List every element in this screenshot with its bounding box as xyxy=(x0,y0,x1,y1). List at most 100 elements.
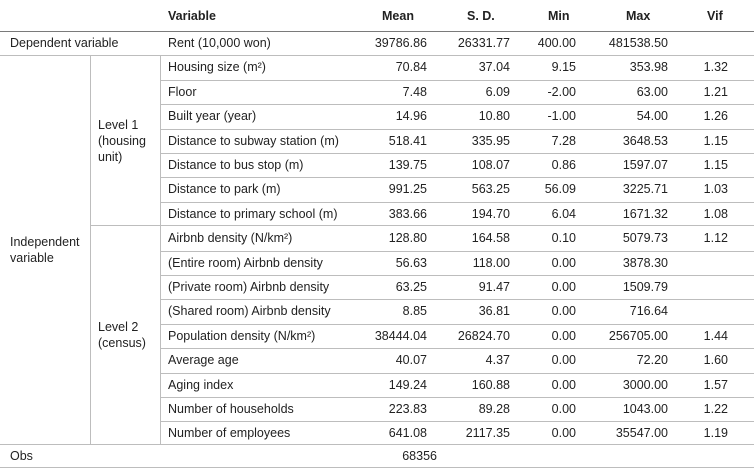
variable-row-vif-cell: 1.21 xyxy=(703,84,728,99)
row-separator xyxy=(160,153,754,154)
variable-row-min-cell: 6.04 xyxy=(551,206,576,221)
variable-row-max-cell: 716.64 xyxy=(629,304,668,319)
variable-row-vif-cell: 1.15 xyxy=(703,133,728,148)
variable-row-max-cell: 3648.53 xyxy=(622,133,668,148)
header-mean: Mean xyxy=(382,9,414,23)
variable-row-min-cell: 9.15 xyxy=(551,60,576,75)
row-separator xyxy=(160,372,754,374)
dependent-row-max-cell: 481538.50 xyxy=(608,36,668,50)
row-separator xyxy=(160,128,754,130)
variable-row-sd-cell: 10.80 xyxy=(478,109,510,124)
variable-row-sd-cell: 335.95 xyxy=(471,133,510,148)
variable-row-max-cell: 353.98 xyxy=(629,60,668,75)
variable-row-sd-cell: 164.58 xyxy=(471,231,510,246)
variable-row-vif-cell: 1.19 xyxy=(703,426,728,441)
row-separator xyxy=(160,299,754,301)
variable-row-name-cell: Distance to subway station (m) xyxy=(168,133,339,148)
variable-row-name-cell: (Entire room) Airbnb density xyxy=(168,255,323,270)
dependent-variable-label: Dependent variable xyxy=(10,36,119,50)
variable-row-sd-cell: 160.88 xyxy=(471,377,510,392)
variable-row-mean-cell: 991.25 xyxy=(388,182,427,197)
row-separator xyxy=(160,421,754,423)
variable-row-name-cell: Average age xyxy=(168,353,239,368)
obs-value: 68356 xyxy=(402,449,437,463)
variable-row-max-cell: 1597.07 xyxy=(622,158,668,172)
row-separator xyxy=(160,250,754,252)
variable-column-divider xyxy=(160,55,161,444)
dependent-row-mean-cell: 39786.86 xyxy=(374,36,427,50)
header-max: Max xyxy=(626,9,651,23)
dependent-row-min-cell: 400.00 xyxy=(537,36,576,50)
variable-row-sd-cell: 194.70 xyxy=(471,206,510,221)
variable-row-mean-cell: 63.25 xyxy=(395,280,427,294)
dependent-row-name-cell: Rent (10,000 won) xyxy=(168,36,271,50)
row-separator xyxy=(160,201,754,203)
obs-label: Obs xyxy=(10,449,33,463)
variable-row-name-cell: Number of households xyxy=(168,402,294,416)
variable-row-vif-cell: 1.15 xyxy=(703,158,728,172)
variable-row-mean-cell: 14.96 xyxy=(395,109,427,124)
row-separator xyxy=(160,275,754,276)
variable-row-min-cell: 0.00 xyxy=(551,304,576,319)
variable-row-min-cell: 0.86 xyxy=(551,158,576,172)
variable-row-mean-cell: 56.63 xyxy=(395,255,427,270)
variable-row-sd-cell: 89.28 xyxy=(478,402,510,416)
variable-row-mean-cell: 139.75 xyxy=(388,158,427,172)
table-bottom-rule xyxy=(0,467,754,468)
variable-row-vif-cell: 1.08 xyxy=(703,206,728,221)
variable-row-sd-cell: 108.07 xyxy=(471,158,510,172)
variable-row-vif-cell: 1.44 xyxy=(703,328,728,343)
variable-row-mean-cell: 38444.04 xyxy=(374,328,427,343)
variable-row-min-cell: 0.00 xyxy=(551,280,576,294)
level1-label: Level 1 (housing unit) xyxy=(98,118,146,164)
variable-row-vif-cell: 1.57 xyxy=(703,377,728,392)
variable-row-name-cell: Number of employees xyxy=(168,426,291,441)
variable-row-max-cell: 1043.00 xyxy=(622,402,668,416)
variable-row-max-cell: 1509.79 xyxy=(622,280,668,294)
variable-row-max-cell: 1671.32 xyxy=(622,206,668,221)
variable-row-min-cell: 56.09 xyxy=(544,182,576,197)
variable-row-vif-cell: 1.22 xyxy=(703,402,728,416)
variable-row-min-cell: 0.00 xyxy=(551,426,576,441)
variable-row-name-cell: Floor xyxy=(168,84,197,99)
row-separator xyxy=(160,323,754,325)
variable-row-name-cell: Housing size (m²) xyxy=(168,60,266,75)
variable-row-sd-cell: 6.09 xyxy=(485,84,510,99)
row-separator xyxy=(160,79,754,81)
variable-row-mean-cell: 40.07 xyxy=(395,353,427,368)
header-rule xyxy=(0,31,754,32)
variable-row-name-cell: Distance to park (m) xyxy=(168,182,281,197)
variable-row-min-cell: 0.00 xyxy=(551,328,576,343)
variable-row-mean-cell: 149.24 xyxy=(388,377,427,392)
header-variable: Variable xyxy=(168,9,216,23)
variable-row-sd-cell: 4.37 xyxy=(485,353,510,368)
variable-row-name-cell: (Shared room) Airbnb density xyxy=(168,304,331,319)
variable-row-name-cell: Population density (N/km²) xyxy=(168,328,316,343)
variable-row-min-cell: 7.28 xyxy=(551,133,576,148)
variable-row-min-cell: -1.00 xyxy=(547,109,577,124)
variable-row-mean-cell: 383.66 xyxy=(388,206,427,221)
variable-row-mean-cell: 8.85 xyxy=(402,304,427,319)
variable-row-max-cell: 35547.00 xyxy=(615,426,668,441)
variable-row-max-cell: 72.20 xyxy=(636,353,668,368)
dependent-row-sd-cell: 26331.77 xyxy=(457,36,510,50)
level2-label: Level 2 (census) xyxy=(98,320,146,350)
variable-row-max-cell: 54.00 xyxy=(636,109,668,124)
variable-row-mean-cell: 128.80 xyxy=(388,231,427,246)
header-vif: Vif xyxy=(707,9,723,23)
variable-row-sd-cell: 118.00 xyxy=(472,255,510,270)
variable-row-sd-cell: 91.47 xyxy=(478,280,510,294)
variable-row-vif-cell: 1.60 xyxy=(703,353,728,368)
variable-row-mean-cell: 70.84 xyxy=(395,60,427,75)
variable-row-max-cell: 3000.00 xyxy=(622,377,668,392)
variable-row-name-cell: (Private room) Airbnb density xyxy=(168,280,330,294)
variable-row-name-cell: Built year (year) xyxy=(168,109,257,124)
variable-row-min-cell: 0.00 xyxy=(551,377,576,392)
variable-row-sd-cell: 36.81 xyxy=(478,304,510,319)
variable-row-min-cell: 0.00 xyxy=(551,402,576,416)
level-column-divider xyxy=(90,55,91,444)
variable-row-mean-cell: 641.08 xyxy=(388,426,427,441)
variable-row-sd-cell: 26824.70 xyxy=(457,328,510,343)
variable-row-min-cell: 0.00 xyxy=(551,255,576,270)
variable-row-vif-cell: 1.26 xyxy=(703,109,728,124)
